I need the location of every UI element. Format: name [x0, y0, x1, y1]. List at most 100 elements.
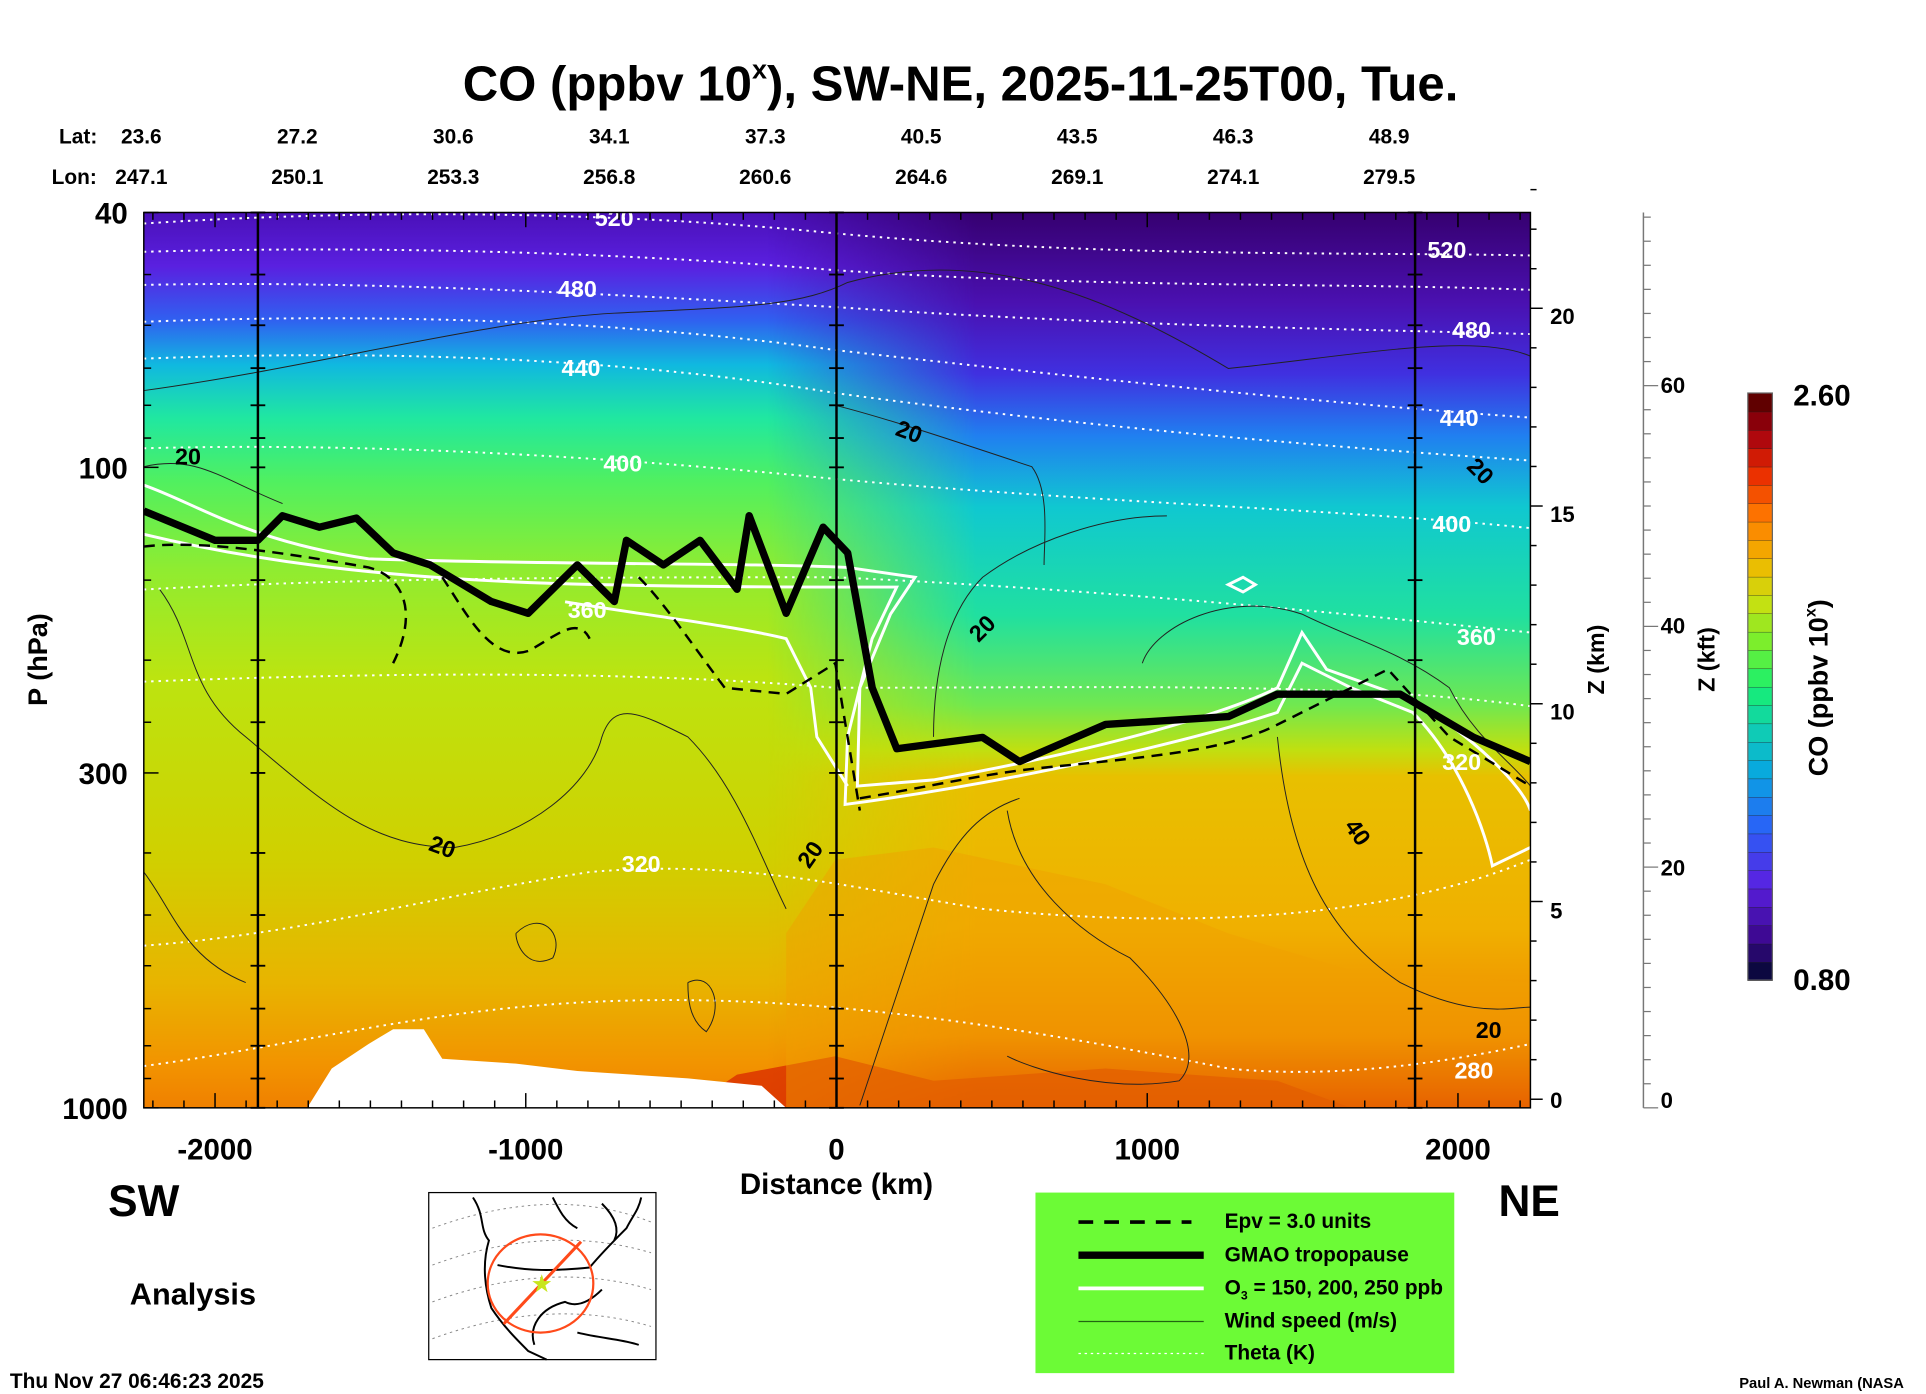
- svg-text:520: 520: [595, 205, 634, 231]
- svg-text:20: 20: [1476, 1017, 1502, 1043]
- colorbar-swatch: [1747, 778, 1773, 798]
- colorbar-swatch: [1747, 484, 1773, 504]
- colorbar-swatch: [1747, 466, 1773, 486]
- location-map-inset: ★: [428, 1191, 657, 1361]
- zkft-tick-label: 60: [1661, 373, 1686, 398]
- colorbar-swatch: [1747, 557, 1773, 578]
- colorbar-swatch: [1747, 631, 1773, 651]
- lat-value: 46.3: [1213, 126, 1254, 149]
- colorbar-swatch: [1747, 924, 1773, 945]
- colorbar-swatch: [1747, 539, 1773, 559]
- colorbar-swatch: [1747, 447, 1773, 468]
- colorbar-swatch: [1747, 723, 1773, 743]
- colorbar-swatch: [1747, 833, 1773, 853]
- lon-value: 279.5: [1363, 166, 1416, 189]
- svg-text:400: 400: [603, 451, 642, 477]
- colorbar-swatch: [1747, 594, 1773, 614]
- x-tick-label: -2000: [177, 1133, 252, 1166]
- colorbar-swatch: [1747, 869, 1773, 890]
- map-section-track: [502, 1240, 583, 1326]
- lat-value: 23.6: [121, 126, 162, 149]
- svg-text:440: 440: [562, 355, 601, 381]
- zkft-tick-label: 0: [1661, 1088, 1673, 1113]
- credit: Paul A. Newman (NASA: [1739, 1376, 1904, 1392]
- colorbar-swatch: [1747, 649, 1773, 670]
- svg-text:360: 360: [1457, 624, 1496, 650]
- colorbar-swatch: [1747, 429, 1773, 449]
- x-tick-label: 1000: [1114, 1133, 1180, 1166]
- x-tick-label: -1000: [488, 1133, 563, 1166]
- y-tick-label: 40: [95, 198, 128, 231]
- y-tick-label: 1000: [62, 1093, 128, 1126]
- zkm-tick-label: 15: [1550, 502, 1575, 527]
- colorbar-swatch: [1747, 704, 1773, 725]
- legend-item-theta: Theta (K): [1225, 1342, 1315, 1365]
- colorbar-swatch: [1747, 759, 1773, 780]
- svg-text:20: 20: [175, 443, 201, 469]
- colorbar-min: 0.80: [1793, 964, 1850, 997]
- y-tick-label: 300: [79, 758, 128, 791]
- x-tick-label: 2000: [1425, 1133, 1491, 1166]
- lat-value: 27.2: [277, 126, 318, 149]
- colorbar-swatch: [1747, 741, 1773, 761]
- legend-item-wind: Wind speed (m/s): [1225, 1310, 1398, 1333]
- axes: -2000 -1000 0 1000 2000 40 100 300 1000 0 5 10 15 20 0…: [62, 188, 1686, 1166]
- lon-value: 253.3: [427, 166, 479, 189]
- zkft-tick-label: 40: [1661, 614, 1686, 639]
- map-center-star-icon: ★: [531, 1271, 553, 1298]
- svg-text:400: 400: [1432, 511, 1471, 537]
- legend-item-epv: Epv = 3.0 units: [1225, 1210, 1372, 1233]
- colorbar-swatch: [1747, 888, 1773, 908]
- lon-value: 269.1: [1051, 166, 1104, 189]
- colorbar-swatch: [1747, 576, 1773, 596]
- svg-text:520: 520: [1427, 237, 1466, 263]
- zkft-axis-label: Z (kft): [1694, 627, 1720, 692]
- zkm-axis-label: Z (km): [1583, 625, 1609, 695]
- lon-value: 256.8: [583, 166, 635, 189]
- map-range-circle: [486, 1233, 595, 1334]
- colorbar-swatch: [1747, 612, 1773, 633]
- colorbar: [1747, 392, 1773, 981]
- svg-text:320: 320: [1442, 749, 1481, 775]
- svg-text:320: 320: [622, 851, 661, 877]
- epv-contour: [143, 543, 1531, 811]
- colorbar-swatch: [1747, 851, 1773, 871]
- lat-value: 30.6: [433, 126, 474, 149]
- lat-value: 40.5: [901, 126, 942, 149]
- y-axis-label: P (hPa): [23, 613, 53, 706]
- lat-value: 48.9: [1369, 126, 1410, 149]
- colorbar-swatch: [1747, 668, 1773, 688]
- zkm-tick-label: 10: [1550, 700, 1575, 725]
- side-label-ne: NE: [1498, 1177, 1559, 1226]
- colorbar-swatch: [1747, 411, 1773, 431]
- chart-title: CO (ppbv 10x), SW-NE, 2025-11-25T00, Tue…: [463, 55, 1459, 112]
- x-axis-label: Distance (km): [740, 1168, 933, 1201]
- colorbar-swatch: [1747, 521, 1773, 541]
- svg-text:480: 480: [1452, 317, 1491, 343]
- colorbar-frame: [1747, 392, 1773, 981]
- x-tick-label: 0: [828, 1133, 844, 1166]
- colorbar-swatch: [1747, 943, 1773, 963]
- lat-value: 43.5: [1057, 126, 1098, 149]
- legend-item-tropopause: GMAO tropopause: [1225, 1243, 1409, 1266]
- co-orange-lower: [786, 847, 1531, 1108]
- lon-value: 274.1: [1207, 166, 1260, 189]
- analysis-label: Analysis: [130, 1276, 256, 1311]
- lat-value: 37.3: [745, 126, 786, 149]
- colorbar-swatch: [1747, 796, 1773, 816]
- colorbar-swatch: [1747, 686, 1773, 706]
- zkm-tick-label: 0: [1550, 1088, 1562, 1113]
- lon-value: 260.6: [739, 166, 791, 189]
- y-tick-label: 100: [79, 452, 128, 485]
- svg-text:280: 280: [1454, 1057, 1493, 1083]
- svg-text:360: 360: [568, 597, 607, 623]
- zkm-tick-label: 20: [1550, 304, 1575, 329]
- lat-label: Lat:: [59, 126, 97, 149]
- reference-lines: [250, 211, 1423, 1109]
- colorbar-max: 2.60: [1793, 379, 1850, 412]
- tropopause-line: [143, 507, 1531, 766]
- colorbar-swatch: [1747, 814, 1773, 835]
- colorbar-swatch: [1747, 392, 1773, 413]
- colorbar-label: CO (ppbv 10x): [1802, 599, 1833, 776]
